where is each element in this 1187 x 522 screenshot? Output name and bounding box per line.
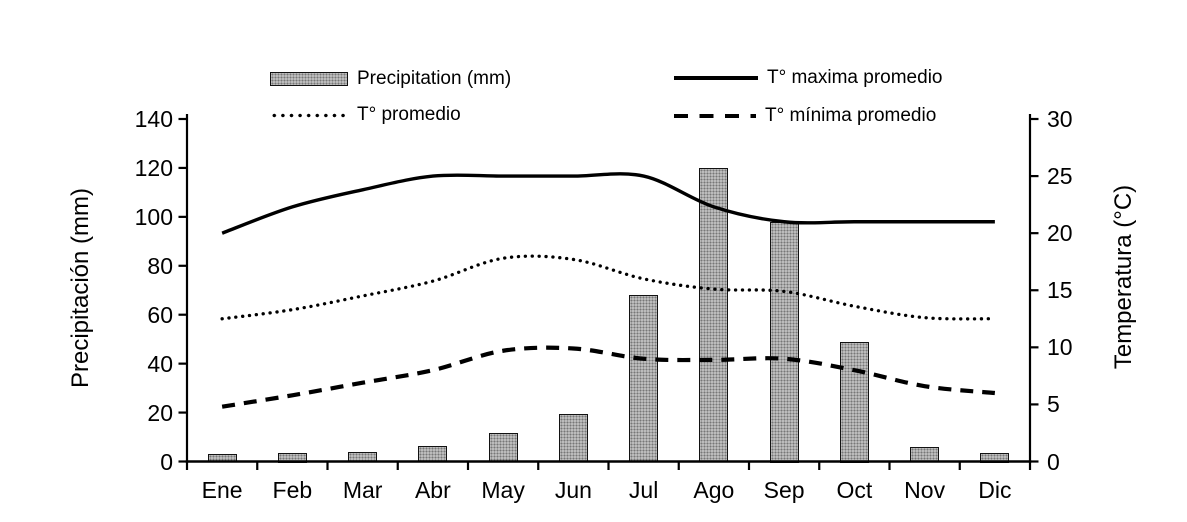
precip-bar-may — [488, 433, 518, 463]
left-tick-label-60: 60 — [147, 301, 173, 328]
precip-bar-jun — [558, 413, 588, 463]
precip-bar-jul — [629, 295, 659, 463]
right-tick-label-25: 25 — [1047, 163, 1073, 190]
precip-bar-sep — [769, 221, 799, 463]
right-tick-label-20: 20 — [1047, 220, 1073, 247]
month-label-mar: Mar — [342, 477, 383, 503]
left-tick-label-40: 40 — [147, 350, 173, 377]
right-tick-label-30: 30 — [1047, 106, 1073, 132]
month-label-ene: Ene — [201, 477, 243, 503]
right-tick-label-15: 15 — [1047, 277, 1073, 304]
legend-dotted-line-swatch — [270, 112, 348, 118]
line-solid-series — [221, 172, 995, 235]
month-label-sep: Sep — [763, 477, 805, 503]
right-tick-label-10: 10 — [1047, 334, 1073, 361]
month-label-abr: Abr — [414, 477, 451, 503]
legend-item-precipitation: Precipitation (mm) — [270, 67, 511, 91]
legend-label-precipitation: Precipitation (mm) — [357, 68, 512, 89]
right-tick-label-5: 5 — [1047, 391, 1060, 418]
line-dotted-series — [220, 254, 997, 321]
legend-bar-swatch — [270, 72, 348, 86]
month-label-jun: Jun — [554, 477, 592, 503]
month-label-dic: Dic — [978, 477, 1012, 503]
legend-solid-line-swatch — [674, 76, 758, 80]
precip-bar-oct — [839, 341, 869, 463]
left-tick-label-140: 140 — [134, 106, 173, 132]
month-label-ago: Ago — [693, 477, 735, 503]
legend-label-t-maxima: T° maxima promedio — [767, 67, 943, 88]
month-label-oct: Oct — [836, 477, 873, 503]
legend-dashed-line-swatch — [674, 113, 756, 119]
right-tick-label-0: 0 — [1047, 448, 1060, 475]
month-label-feb: Feb — [272, 477, 313, 503]
legend-label-t-minima: T° mínima promedio — [765, 105, 937, 126]
left-tick-label-20: 20 — [147, 399, 173, 426]
legend-label-t-promedio: T° promedio — [357, 104, 461, 125]
legend-item-t-minima: T° mínima promedio — [674, 104, 936, 128]
left-tick-label-120: 120 — [134, 154, 173, 181]
legend-item-t-maxima: T° maxima promedio — [674, 66, 942, 90]
left-tick-label-0: 0 — [160, 448, 173, 475]
left-tick-label-100: 100 — [134, 203, 173, 230]
line-dashed-series — [221, 345, 996, 409]
legend-item-t-promedio: T° promedio — [270, 103, 461, 127]
month-label-may: May — [481, 477, 525, 503]
precip-bar-abr — [418, 445, 448, 463]
month-label-nov: Nov — [904, 477, 946, 503]
month-label-jul: Jul — [628, 477, 659, 503]
precip-bar-ago — [699, 167, 729, 463]
left-tick-label-80: 80 — [147, 252, 173, 279]
